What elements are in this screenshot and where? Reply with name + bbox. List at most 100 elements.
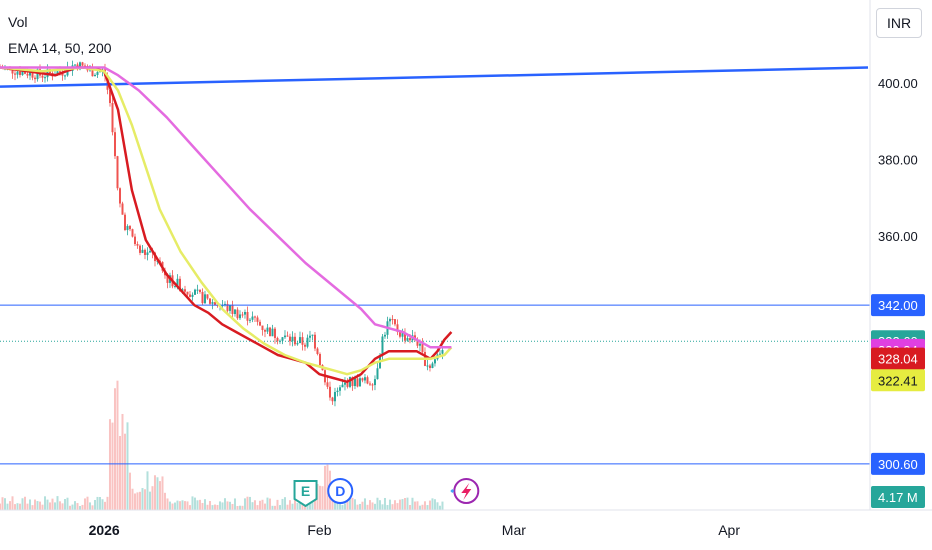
candle-body (363, 377, 366, 381)
candle-body (281, 337, 284, 341)
volume-bar (76, 503, 79, 510)
volume-bar (391, 504, 394, 510)
volume-bar (343, 503, 346, 510)
candle-body (13, 73, 16, 75)
price-axis[interactable]: 400.00380.00360.00342.00332.60330.34328.… (869, 0, 925, 510)
candle-body (261, 325, 264, 331)
volume-bar (46, 499, 49, 510)
candle-body (43, 77, 46, 79)
svg-text:322.41: 322.41 (878, 373, 918, 388)
volume-bar (163, 492, 166, 510)
volume-bar (353, 499, 356, 510)
volume-bar (116, 380, 119, 510)
candle-body (308, 335, 311, 338)
candle-body (338, 387, 341, 391)
volume-bar (53, 502, 56, 510)
volume-bar (43, 496, 46, 510)
volume-bar (161, 476, 164, 510)
candle-body (356, 378, 359, 387)
volume-bar (371, 502, 374, 510)
volume-bar (56, 496, 59, 510)
candle-body (383, 334, 386, 337)
volume-bar (401, 499, 404, 510)
candle-body (391, 319, 394, 321)
candle-body (283, 335, 286, 338)
volume-bar (333, 502, 336, 510)
flash-icon[interactable] (450, 478, 480, 504)
candle-body (233, 309, 236, 315)
candle-body (108, 89, 111, 104)
candle-body (346, 382, 349, 387)
price-tick-label: 380.00 (878, 153, 918, 168)
volume-bar (258, 500, 261, 510)
volume-bar (311, 496, 314, 510)
candle-body (118, 188, 121, 204)
volume-bar (61, 503, 64, 510)
candle-body (268, 327, 271, 337)
volume-bar (248, 496, 251, 510)
ema-line (0, 66, 453, 376)
candle-body (408, 338, 411, 341)
candle-body (428, 365, 431, 368)
volume-bar (221, 502, 224, 510)
candle-body (353, 378, 356, 387)
candle-body (173, 285, 176, 287)
candle-body (306, 337, 309, 347)
candle-body (143, 249, 146, 255)
volume-bar (268, 498, 271, 510)
volume-bar (276, 499, 279, 510)
candle-body (333, 392, 336, 402)
volume-bar (128, 472, 131, 510)
candle-body (228, 305, 231, 311)
volume-bar (278, 505, 281, 510)
volume-bar (283, 497, 286, 510)
volume-bar (253, 500, 256, 510)
candle-body (403, 333, 406, 341)
volume-bar (133, 493, 136, 510)
volume-bar (393, 500, 396, 510)
volume-bar (421, 504, 424, 510)
candle-body (18, 71, 21, 75)
candle-body (263, 330, 266, 332)
price-tick-label: 360.00 (878, 229, 918, 244)
time-axis[interactable]: 2026 Feb Mar Apr (0, 509, 932, 538)
candle-body (113, 132, 116, 157)
candle-body (188, 294, 191, 297)
volume-bar (51, 498, 54, 510)
candle-body (141, 249, 144, 253)
volume-bar (243, 498, 246, 510)
ema-legend-label[interactable]: EMA 14, 50, 200 (8, 40, 112, 56)
volume-bar (256, 505, 259, 510)
volume-bar (413, 501, 416, 510)
candlesticks (0, 60, 444, 407)
volume-bar (406, 497, 409, 510)
currency-button[interactable]: INR (876, 8, 922, 38)
volume-bar (216, 504, 219, 510)
candle-body (431, 363, 434, 368)
volume-bar (226, 501, 229, 510)
volume-bar (266, 497, 269, 510)
earnings-marker[interactable]: E (293, 480, 318, 508)
candle-body (253, 316, 256, 318)
volume-bar (233, 498, 236, 510)
dividend-marker[interactable]: D (327, 478, 354, 504)
volume-bar (48, 502, 51, 510)
volume-bar (196, 500, 199, 510)
volume-bar (73, 501, 76, 510)
volume-bar (431, 498, 434, 510)
candle-body (63, 75, 66, 77)
candle-body (231, 305, 234, 315)
candle-body (16, 71, 19, 75)
volume-bar (251, 502, 254, 510)
volume-bar (36, 501, 39, 510)
candle-body (371, 384, 374, 386)
candle-body (441, 350, 444, 354)
candle-body (301, 337, 304, 345)
volume-bar (326, 464, 329, 510)
volume-bar (203, 499, 206, 510)
svg-text:E: E (301, 483, 310, 499)
volume-legend-label[interactable]: Vol (8, 14, 28, 30)
volume-bar (376, 497, 379, 510)
